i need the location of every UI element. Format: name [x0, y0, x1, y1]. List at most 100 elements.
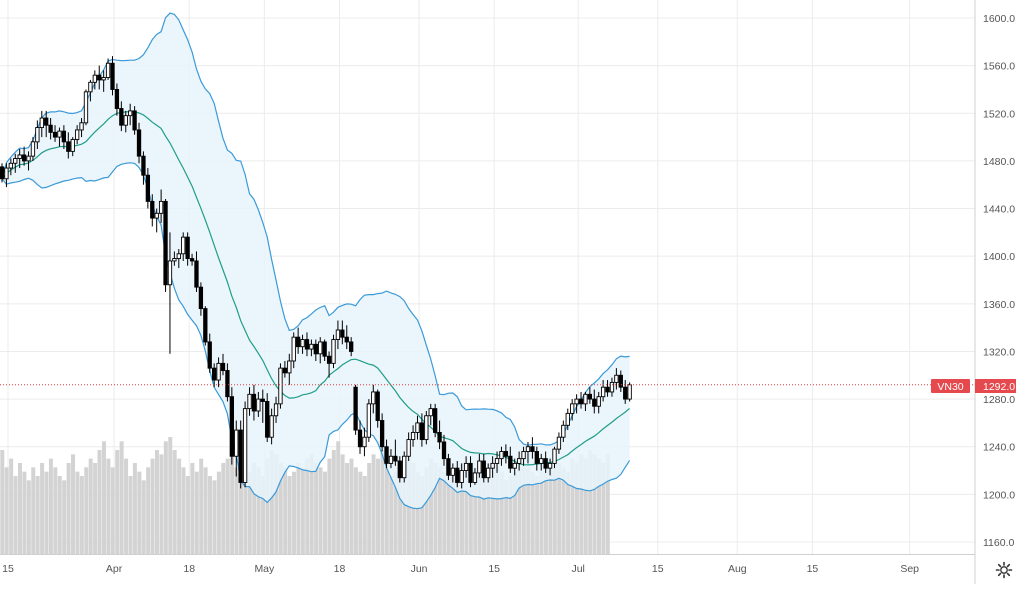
- volume-bar: [124, 458, 129, 554]
- candle-body: [499, 451, 504, 460]
- lower-band-line: [1, 162, 631, 510]
- candle-body: [242, 408, 248, 483]
- x-tick-label: Jun: [411, 563, 428, 575]
- candle-body: [83, 91, 89, 124]
- candle-up: [4, 163, 9, 188]
- volume-bar: [199, 458, 204, 554]
- volume-bar: [376, 458, 380, 554]
- candle-up: [415, 415, 420, 440]
- candle-up: [366, 399, 372, 442]
- volume-bar: [517, 467, 522, 554]
- volume-bar: [424, 467, 429, 554]
- volume-bar: [415, 471, 420, 554]
- candle-up: [242, 401, 248, 488]
- candle-up: [88, 79, 93, 102]
- candle-up: [565, 408, 570, 431]
- volume-bar: [393, 471, 398, 554]
- candle-body: [441, 441, 447, 460]
- x-tick-label: 15: [807, 563, 819, 575]
- volume-bar: [437, 467, 442, 554]
- candle-up: [105, 58, 111, 80]
- volume-bar: [181, 467, 186, 554]
- candle-up: [92, 70, 97, 90]
- volume-bar: [433, 463, 438, 554]
- candle-body: [525, 446, 531, 452]
- candle-body: [150, 200, 155, 219]
- price-tag-bg: [975, 379, 1016, 393]
- candle-body: [295, 336, 301, 348]
- volume-bar: [265, 458, 270, 554]
- candle-up: [627, 382, 632, 402]
- candle-body: [614, 374, 619, 383]
- candle-body: [627, 384, 632, 400]
- candle-up: [388, 449, 394, 469]
- volume-bar: [75, 471, 80, 554]
- candle-up: [158, 189, 164, 223]
- volume-bar: [238, 476, 243, 554]
- candle-up: [424, 411, 429, 445]
- candle-up: [450, 463, 455, 483]
- candle-body: [463, 462, 469, 471]
- volume-bar: [132, 463, 137, 554]
- volume-bar: [283, 467, 288, 554]
- volume-bar: [66, 463, 71, 554]
- candle-up: [402, 451, 407, 483]
- candle-body: [26, 155, 31, 162]
- volume-bar: [287, 476, 292, 554]
- candle-up: [556, 432, 562, 454]
- volume-bar: [9, 458, 14, 554]
- candle-up: [583, 391, 588, 411]
- y-tick-label: 1480.0: [983, 156, 1015, 168]
- candle-body: [225, 370, 230, 398]
- candle-body: [203, 308, 208, 343]
- volume-bar: [278, 463, 283, 554]
- volume-bar: [53, 467, 58, 554]
- candle-down: [260, 389, 265, 423]
- candle-body: [198, 286, 204, 310]
- candle-body: [105, 62, 111, 78]
- candle-body: [450, 467, 455, 476]
- candle-body: [35, 127, 40, 143]
- candle-body: [481, 460, 486, 479]
- candle-body: [167, 260, 173, 286]
- candle-down: [52, 125, 58, 142]
- volume-bar: [535, 476, 540, 554]
- volume-bar: [159, 454, 164, 554]
- candle-body: [163, 200, 168, 286]
- candle-body: [415, 422, 420, 433]
- candle-body: [587, 393, 593, 400]
- settings-button[interactable]: [994, 560, 1014, 580]
- y-tick-label: 1400.0: [983, 251, 1015, 263]
- candle-body: [468, 462, 473, 483]
- candle-up: [459, 463, 464, 489]
- candle-down: [44, 110, 49, 138]
- candle-body: [4, 167, 9, 180]
- candle-body: [574, 398, 579, 405]
- x-tick-label: 15: [2, 563, 14, 575]
- candlesticks[interactable]: [0, 56, 632, 489]
- volume-bar: [521, 463, 526, 554]
- candle-body: [97, 74, 102, 81]
- candle-up: [428, 403, 433, 426]
- candle-down: [238, 420, 243, 489]
- candle-body: [512, 462, 517, 469]
- volume-bar: [597, 458, 601, 554]
- candle-up: [30, 137, 36, 161]
- symbol-tag-bg: [931, 379, 970, 393]
- candle-down: [21, 146, 27, 166]
- volume-bar: [508, 476, 513, 554]
- volume-bar: [398, 463, 403, 554]
- candle-body: [278, 367, 283, 405]
- volume-bar: [349, 458, 354, 554]
- volume-bar: [110, 467, 115, 554]
- candle-body: [39, 117, 44, 129]
- volume-bar: [583, 458, 588, 554]
- candle-body: [189, 258, 195, 262]
- candle-up: [74, 125, 80, 145]
- volume-bar: [468, 476, 473, 554]
- volume-bar: [203, 467, 208, 554]
- volume-bar: [592, 454, 597, 554]
- volume-bar: [482, 463, 487, 554]
